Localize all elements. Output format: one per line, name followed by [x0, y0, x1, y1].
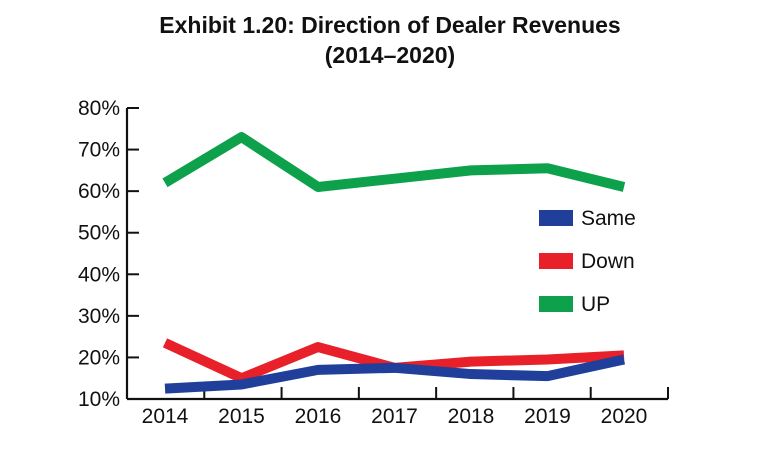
y-tick-label: 20% — [78, 346, 120, 369]
x-tick-label: 2020 — [601, 405, 648, 428]
x-axis: 2014 2015 2016 2017 2018 2019 2020 — [126, 387, 669, 428]
y-tick-label: 10% — [78, 388, 120, 411]
legend-swatch-up — [539, 296, 573, 312]
x-tick-label: 2018 — [448, 405, 495, 428]
x-tick-label: 2016 — [295, 405, 342, 428]
series-lines — [162, 132, 626, 394]
y-tick-label: 80% — [78, 97, 120, 120]
legend-swatch-same — [539, 210, 573, 226]
series-line-same — [164, 354, 626, 394]
legend-swatch-down — [539, 253, 573, 269]
series-line-up — [162, 132, 626, 192]
legend-label-same: Same — [581, 207, 636, 230]
legend-label-up: UP — [581, 293, 610, 316]
y-tick-label: 60% — [78, 180, 120, 203]
y-tick-label: 40% — [78, 263, 120, 286]
y-axis: 10% 20% 30% 40% 50% 60% 70% 80% — [78, 97, 139, 411]
legend-label-down: Down — [581, 250, 635, 273]
y-tick-label: 50% — [78, 222, 120, 245]
x-tick-label: 2017 — [371, 405, 418, 428]
chart-title: Exhibit 1.20: Direction of Dealer Revenu… — [159, 12, 621, 38]
chart-subtitle: (2014–2020) — [324, 42, 456, 68]
y-tick-label: 70% — [78, 139, 120, 162]
x-tick-label: 2014 — [142, 405, 189, 428]
x-tick-label: 2015 — [218, 405, 265, 428]
y-tick-label: 30% — [78, 305, 120, 328]
x-tick-label: 2019 — [524, 405, 571, 428]
legend: Same Down UP — [539, 207, 636, 316]
